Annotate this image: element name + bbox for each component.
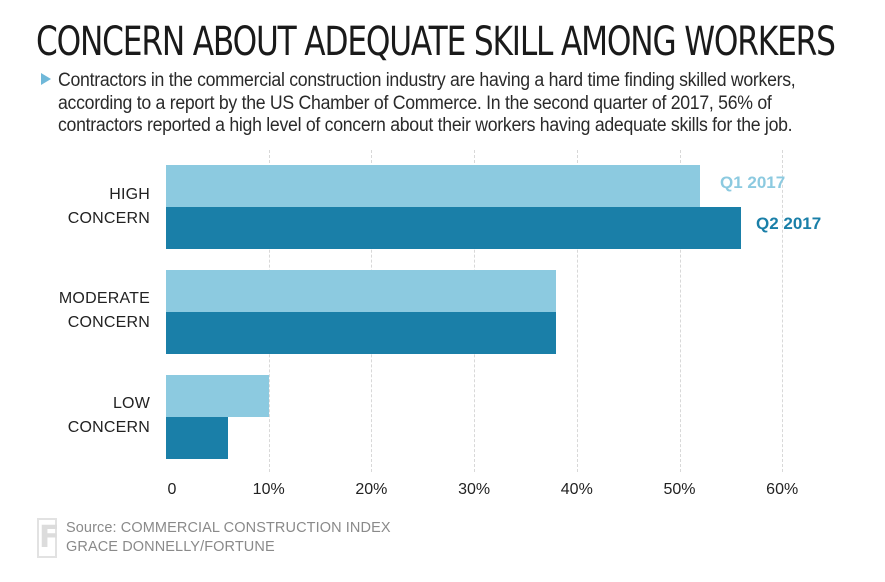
category-label-line: CONCERN <box>67 314 150 331</box>
chart-title: CONCERN ABOUT ADEQUATE SKILL AMONG WORKE… <box>36 19 836 65</box>
fortune-logo-icon: F <box>37 518 60 558</box>
category-label-line: LOW <box>112 395 150 412</box>
bar-high-q2 <box>166 207 742 249</box>
x-tick-label: 30% <box>458 481 491 498</box>
category-label-line: MODERATE <box>58 290 150 307</box>
bar-moderate-q1 <box>166 270 557 312</box>
source-line: Source: COMMERCIAL CONSTRUCTION INDEX <box>66 520 391 536</box>
source-note: Source: COMMERCIAL CONSTRUCTION INDEX GR… <box>66 519 391 557</box>
category-label-line: CONCERN <box>67 210 150 227</box>
x-tick-label: 60% <box>766 481 799 498</box>
x-tick-label: 50% <box>663 481 696 498</box>
bar-moderate-q2 <box>166 312 557 354</box>
x-tick-label: 20% <box>355 481 388 498</box>
credit-line: GRACE DONNELLY/FORTUNE <box>66 539 275 555</box>
bar-low-q2 <box>166 417 228 459</box>
x-tick-label: 10% <box>252 481 285 498</box>
category-label-line: HIGH <box>109 186 150 203</box>
x-tick-label: 0 <box>167 481 177 498</box>
category-label-moderate: MODERATE CONCERN <box>59 287 150 335</box>
triangle-right-icon <box>41 73 51 85</box>
category-label-low: LOW CONCERN <box>68 392 150 440</box>
legend-q2: Q2 2017 <box>756 214 822 233</box>
legend-q1: Q1 2017 <box>720 173 786 192</box>
gridline <box>679 150 681 472</box>
bar-high-q1 <box>166 165 701 207</box>
gridline <box>576 150 578 472</box>
category-label-line: CONCERN <box>67 419 150 436</box>
chart-subtitle: Contractors in the commercial constructi… <box>58 70 796 136</box>
gridline <box>782 150 784 472</box>
category-label-high: HIGH CONCERN <box>68 183 150 231</box>
x-tick-label: 40% <box>560 481 593 498</box>
bar-low-q1 <box>166 375 269 417</box>
